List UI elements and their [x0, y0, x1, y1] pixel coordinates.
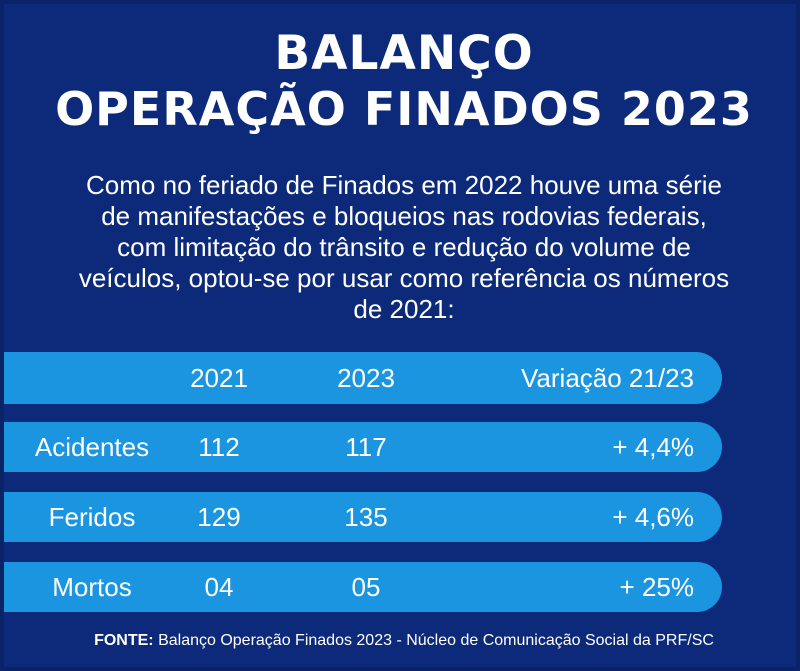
header-variation: Variação 21/23: [521, 363, 694, 393]
row-value-2023: 117: [345, 432, 387, 462]
row-value-2023: 135: [344, 502, 388, 532]
row-value-2021: 129: [197, 502, 241, 532]
table-row: Acidentes 112 117 + 4,4%: [4, 422, 722, 472]
row-variation: + 4,4%: [612, 432, 694, 462]
row-value-2021: 04: [204, 572, 234, 602]
row-variation: + 4,6%: [612, 502, 694, 532]
row-value-2021: 112: [198, 432, 240, 462]
row-label: Acidentes: [34, 432, 150, 462]
title-line-1: BALANÇO: [274, 26, 534, 81]
table-row: Mortos 04 05 + 25%: [4, 562, 722, 612]
source-note: FONTE: Balanço Operação Finados 2023 - N…: [4, 632, 796, 650]
title-line-2: OPERAÇÃO FINADOS 2023: [55, 82, 753, 136]
row-value-2023: 05: [351, 572, 381, 602]
header-2023: 2023: [337, 363, 395, 393]
source-label: FONTE:: [94, 632, 154, 649]
row-label: Feridos: [48, 502, 136, 532]
source-text: Balanço Operação Finados 2023 - Núcleo d…: [158, 632, 714, 649]
row-variation: + 25%: [619, 572, 694, 602]
table-row: Feridos 129 135 + 4,6%: [4, 492, 722, 542]
intro-paragraph: Como no feriado de Finados em 2022 houve…: [78, 170, 730, 324]
header-2021: 2021: [190, 363, 248, 393]
table-header-row: 2021 2023 Variação 21/23: [4, 352, 722, 404]
row-label: Mortos: [52, 572, 132, 602]
